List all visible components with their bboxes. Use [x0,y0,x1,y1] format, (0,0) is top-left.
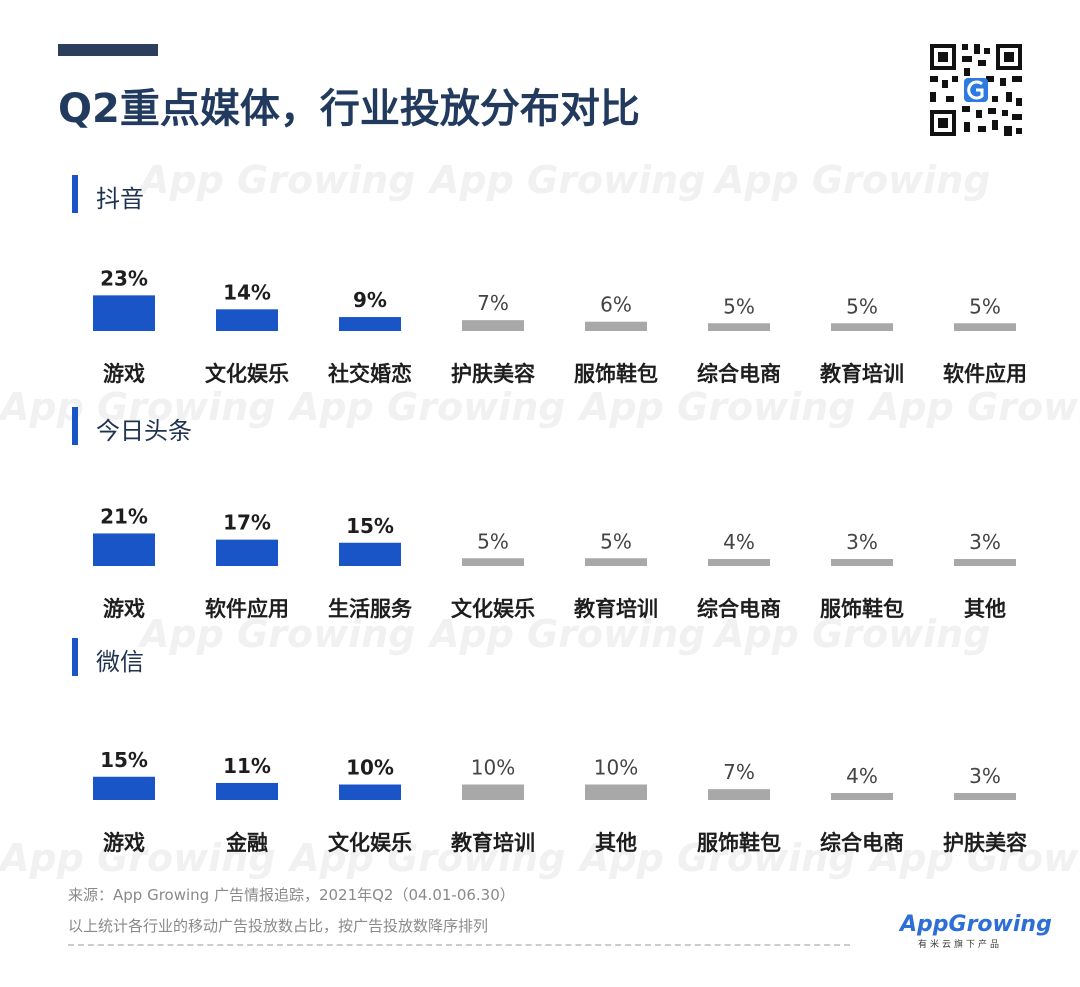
qr-code-icon [926,40,1026,140]
value-label-toutiao-0: 21% [100,504,148,528]
page-title: Q2重点媒体，行业投放分布对比 [58,86,640,132]
bar-wechat-6 [831,793,893,800]
value-label-toutiao-6: 3% [846,530,878,554]
section-title-douyin: 抖音 [96,185,144,213]
category-label-toutiao-6: 服饰鞋包 [820,597,904,621]
category-label-wechat-6: 综合电商 [820,831,904,855]
value-label-wechat-0: 15% [100,748,148,772]
logo-subtitle: 有米云旗下产品 [918,940,1003,950]
value-label-toutiao-2: 15% [346,514,394,538]
value-label-wechat-3: 10% [471,756,515,780]
category-label-wechat-4: 其他 [595,831,637,855]
category-label-toutiao-1: 软件应用 [205,597,289,621]
value-label-toutiao-5: 4% [723,530,755,554]
section-marker-toutiao [72,407,78,445]
category-label-douyin-2: 社交婚恋 [327,362,412,386]
value-label-douyin-0: 23% [100,266,148,290]
bar-toutiao-3 [462,558,524,566]
value-label-douyin-5: 5% [723,294,755,318]
value-label-douyin-1: 14% [223,280,271,304]
category-label-douyin-0: 游戏 [103,362,145,386]
value-label-wechat-4: 10% [594,756,638,780]
bar-douyin-0 [93,295,155,331]
category-label-toutiao-2: 生活服务 [328,597,413,621]
bar-wechat-1 [216,782,278,800]
bar-wechat-5 [708,789,770,800]
category-label-douyin-4: 服饰鞋包 [574,362,658,386]
bar-wechat-4 [585,784,647,800]
value-label-toutiao-3: 5% [477,529,509,553]
bar-douyin-2 [339,317,401,331]
value-label-wechat-5: 7% [723,760,755,784]
value-label-toutiao-7: 3% [969,530,1001,554]
bar-wechat-7 [954,793,1016,800]
category-label-douyin-1: 文化娱乐 [205,362,289,386]
bar-douyin-1 [216,309,278,331]
bar-toutiao-0 [93,533,155,566]
footer-divider [68,944,850,946]
category-label-toutiao-4: 教育培训 [574,597,658,621]
value-label-douyin-7: 5% [969,294,1001,318]
value-label-douyin-4: 6% [600,293,632,317]
bar-douyin-7 [954,323,1016,331]
category-label-douyin-7: 软件应用 [943,362,1027,386]
category-label-wechat-7: 护肤美容 [943,831,1027,855]
source-note: 来源：App Growing 广告情报追踪，2021年Q2（04.01-06.3… [68,886,515,904]
bar-douyin-5 [708,323,770,331]
category-label-toutiao-0: 游戏 [103,597,145,621]
value-label-toutiao-1: 17% [223,511,271,535]
bar-wechat-2 [339,784,401,800]
logo-name: AppGrowing [900,912,1052,937]
bar-douyin-6 [831,323,893,331]
bar-douyin-4 [585,321,647,331]
bar-wechat-0 [93,776,155,800]
category-label-toutiao-3: 文化娱乐 [451,597,535,621]
category-label-wechat-3: 教育培训 [451,831,535,855]
value-label-wechat-2: 10% [346,756,394,780]
bar-douyin-3 [462,320,524,331]
value-label-wechat-7: 3% [969,764,1001,788]
value-label-toutiao-4: 5% [600,529,632,553]
category-label-douyin-6: 教育培训 [820,362,904,386]
category-label-wechat-5: 服饰鞋包 [697,831,781,855]
category-label-douyin-5: 综合电商 [697,362,781,386]
title-accent-bar [58,44,158,56]
category-label-wechat-2: 文化娱乐 [328,831,412,855]
section-marker-douyin [72,175,78,213]
app-growing-logo: AppGrowing 有米云旗下产品 [900,912,1052,958]
bar-toutiao-5 [708,559,770,566]
bar-toutiao-2 [339,542,401,566]
bar-wechat-3 [462,784,524,800]
stat-note: 以上统计各行业的移动广告投放数占比，按广告投放数降序排列 [68,917,489,935]
section-title-toutiao: 今日头条 [96,417,192,445]
bar-toutiao-4 [585,558,647,566]
bar-toutiao-1 [216,539,278,566]
bar-toutiao-6 [831,559,893,566]
value-label-douyin-6: 5% [846,294,878,318]
category-label-toutiao-5: 综合电商 [697,597,781,621]
category-label-toutiao-7: 其他 [964,597,1006,621]
value-label-wechat-6: 4% [846,764,878,788]
category-label-wechat-0: 游戏 [103,831,145,855]
section-marker-wechat [72,638,78,676]
category-label-douyin-3: 护肤美容 [451,362,535,386]
section-title-wechat: 微信 [96,648,144,676]
value-label-douyin-2: 9% [353,288,387,312]
category-label-wechat-1: 金融 [225,831,268,855]
bar-toutiao-7 [954,559,1016,566]
value-label-douyin-3: 7% [477,291,509,315]
value-label-wechat-1: 11% [223,754,271,778]
